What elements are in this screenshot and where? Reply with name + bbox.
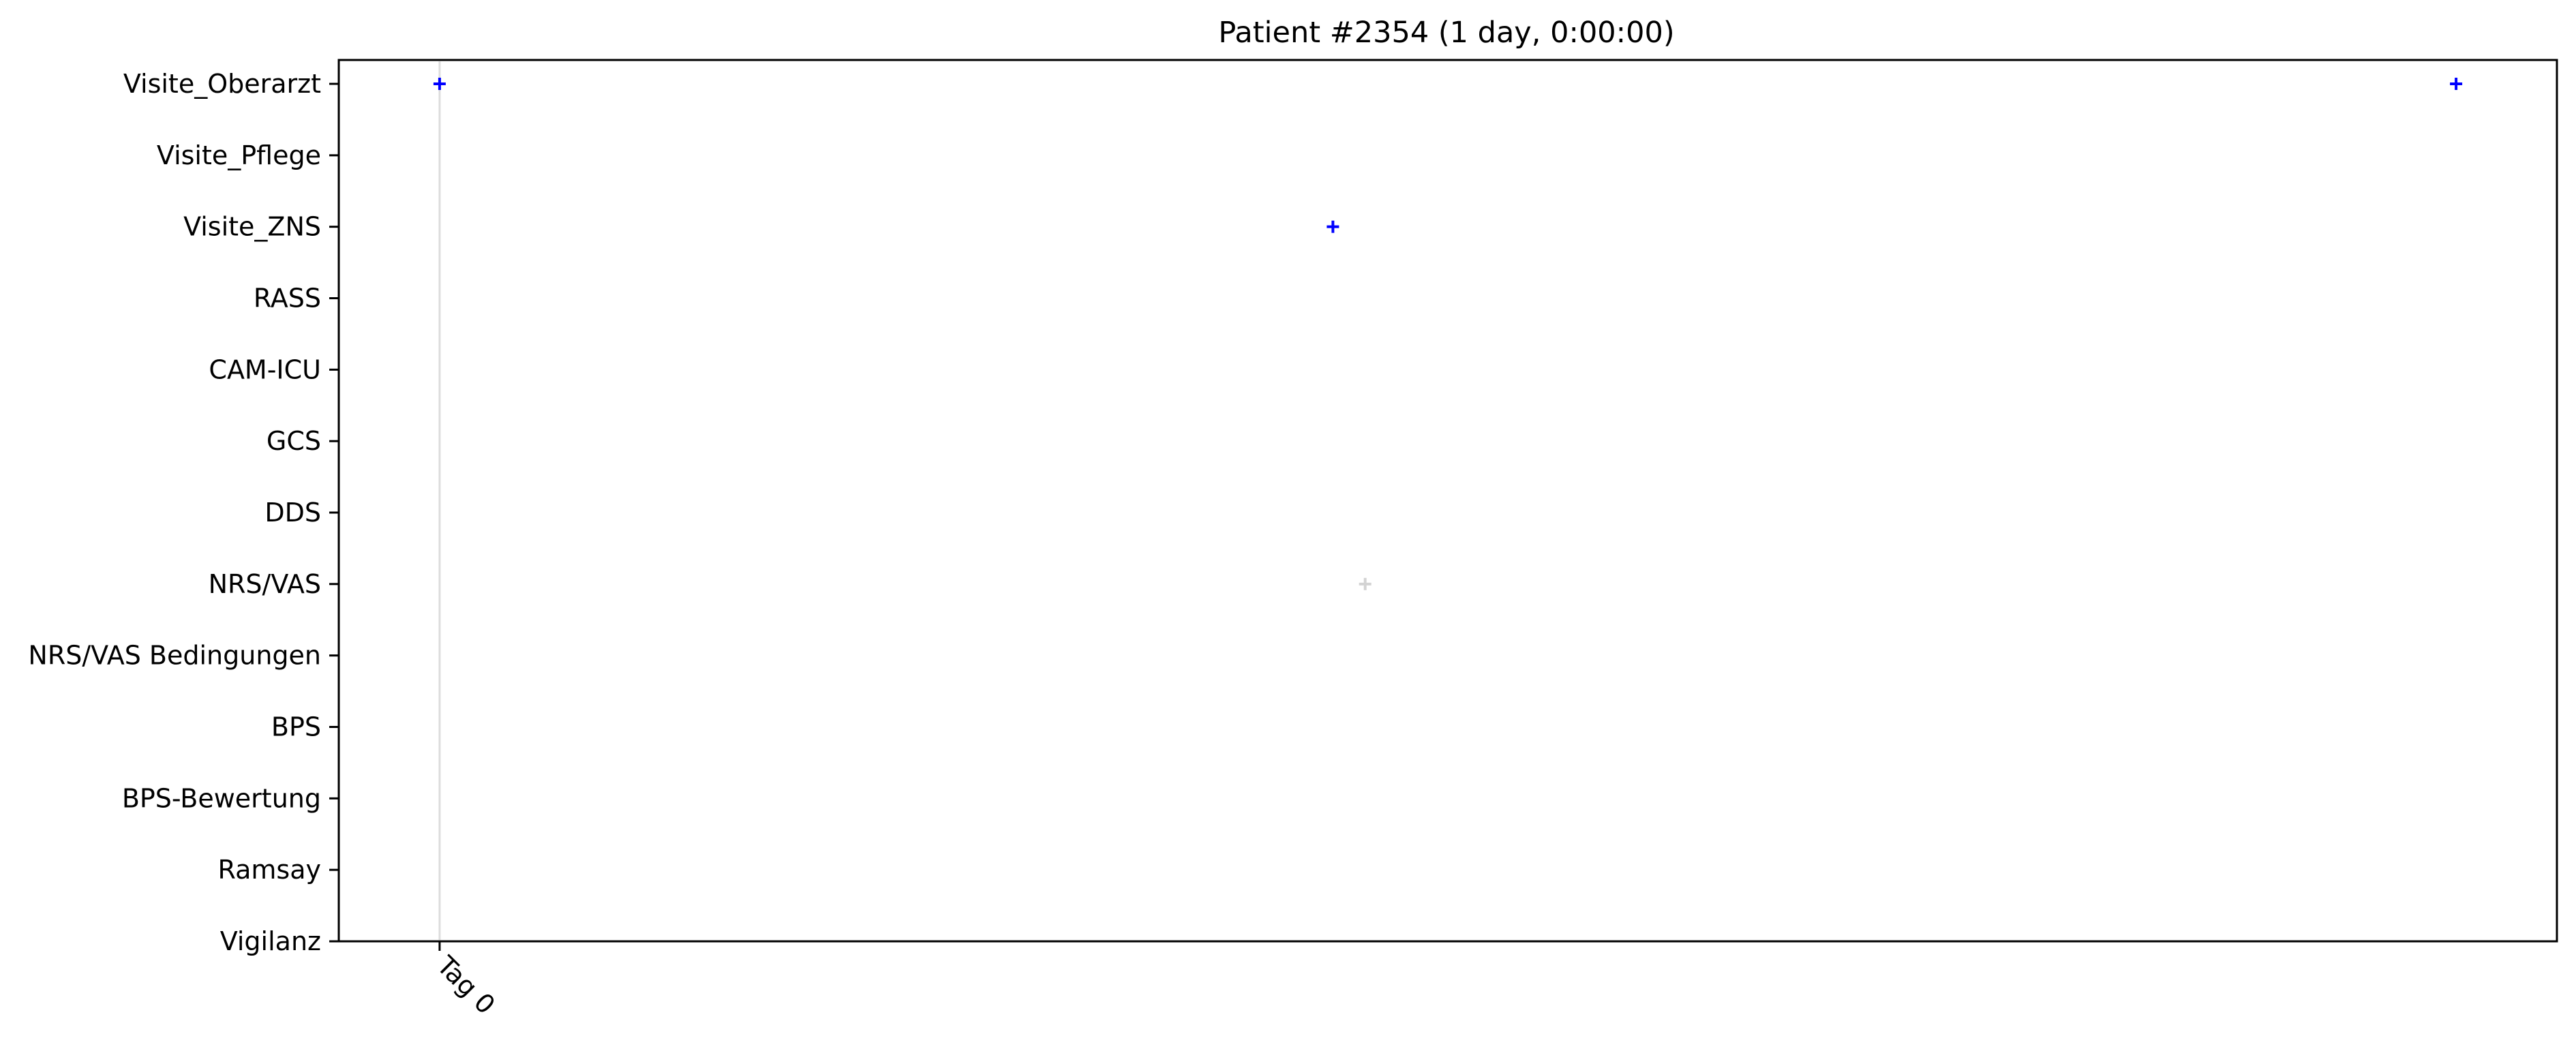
plot-frame (337, 59, 2558, 943)
data-point (433, 78, 446, 90)
y-tick-label: Visite_ZNS (183, 212, 321, 242)
y-tick-label: NRS/VAS (209, 569, 321, 599)
y-tick-label: GCS (267, 426, 321, 456)
y-tick-label: DDS (264, 498, 321, 528)
y-tick-label: BPS (271, 712, 321, 742)
y-tick-label: RASS (254, 284, 321, 314)
y-tick-label: CAM-ICU (209, 354, 321, 384)
y-tick-label: Visite_Oberarzt (123, 69, 321, 99)
y-tick-label: NRS/VAS Bedingungen (28, 641, 321, 671)
data-point (1327, 220, 1339, 233)
data-point (2450, 78, 2463, 90)
y-tick-label: BPS-Bewertung (122, 783, 321, 813)
y-tick-label: Visite_Pflege (157, 140, 321, 170)
data-points (433, 78, 2463, 590)
chart-title: Patient #2354 (1 day, 0:00:00) (1218, 16, 1674, 50)
x-axis: Tag 0 (431, 941, 501, 1020)
y-tick-label: Ramsay (218, 855, 321, 885)
y-axis: Visite_Oberarzt Visite_Pflege Visite_ZNS RA… (28, 69, 339, 956)
data-point (1359, 577, 1372, 590)
x-tick-label: Tag 0 (431, 950, 501, 1020)
y-tick-label: Vigilanz (220, 926, 321, 956)
